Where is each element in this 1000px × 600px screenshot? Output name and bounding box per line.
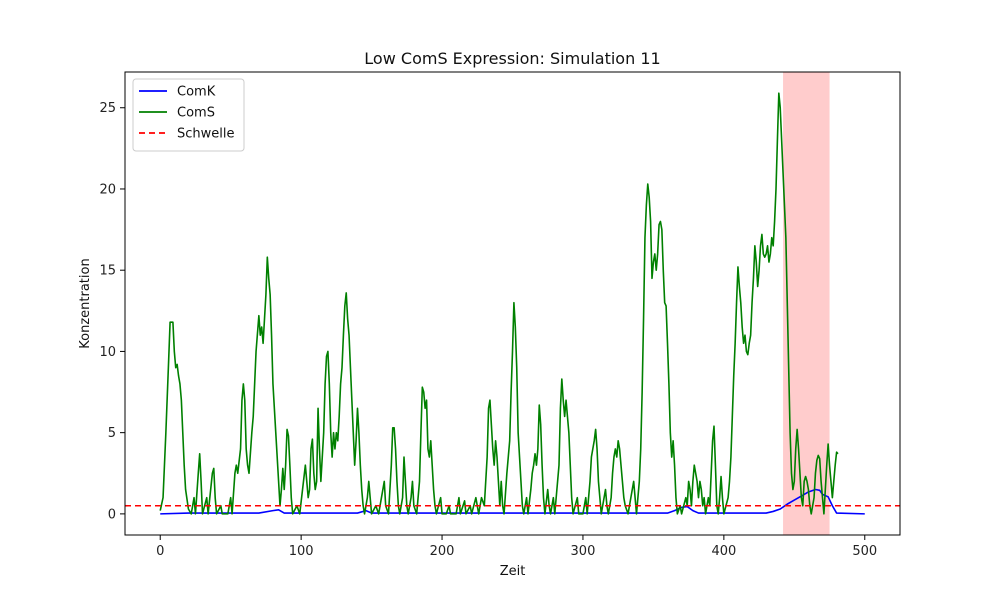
series-line-comk: [160, 488, 865, 515]
y-tick-label: 25: [99, 101, 116, 116]
y-tick-label: 5: [108, 426, 116, 441]
y-tick-label: 15: [99, 264, 116, 279]
legend-label: ComK: [177, 85, 216, 100]
highlight-region: [783, 72, 830, 535]
x-tick-label: 200: [430, 544, 455, 559]
x-tick-label: 500: [852, 544, 877, 559]
x-tick-label: 100: [289, 544, 314, 559]
x-axis-label: Zeit: [500, 564, 526, 579]
y-tick-label: 20: [99, 182, 116, 197]
x-tick-label: 0: [156, 544, 164, 559]
x-axis: 0 100 200 300 400 500: [156, 535, 877, 559]
legend-label: Schwelle: [177, 127, 235, 142]
plot-frame: [124, 71, 901, 536]
y-tick-label: 10: [99, 345, 116, 360]
y-axis: 0 5 10 15 20 25: [99, 101, 125, 522]
y-axis-label: Konzentration: [78, 258, 93, 348]
x-tick-label: 300: [571, 544, 596, 559]
legend-label: ComS: [177, 106, 215, 121]
highlight-layer: [783, 72, 830, 535]
chart-title: Low ComS Expression: Simulation 11: [364, 49, 660, 68]
legend: ComK ComS Schwelle: [132, 78, 245, 152]
series-line-coms: [159, 92, 839, 515]
series-layer: [125, 92, 900, 515]
x-tick-label: 400: [711, 544, 736, 559]
y-tick-label: 0: [108, 507, 116, 522]
